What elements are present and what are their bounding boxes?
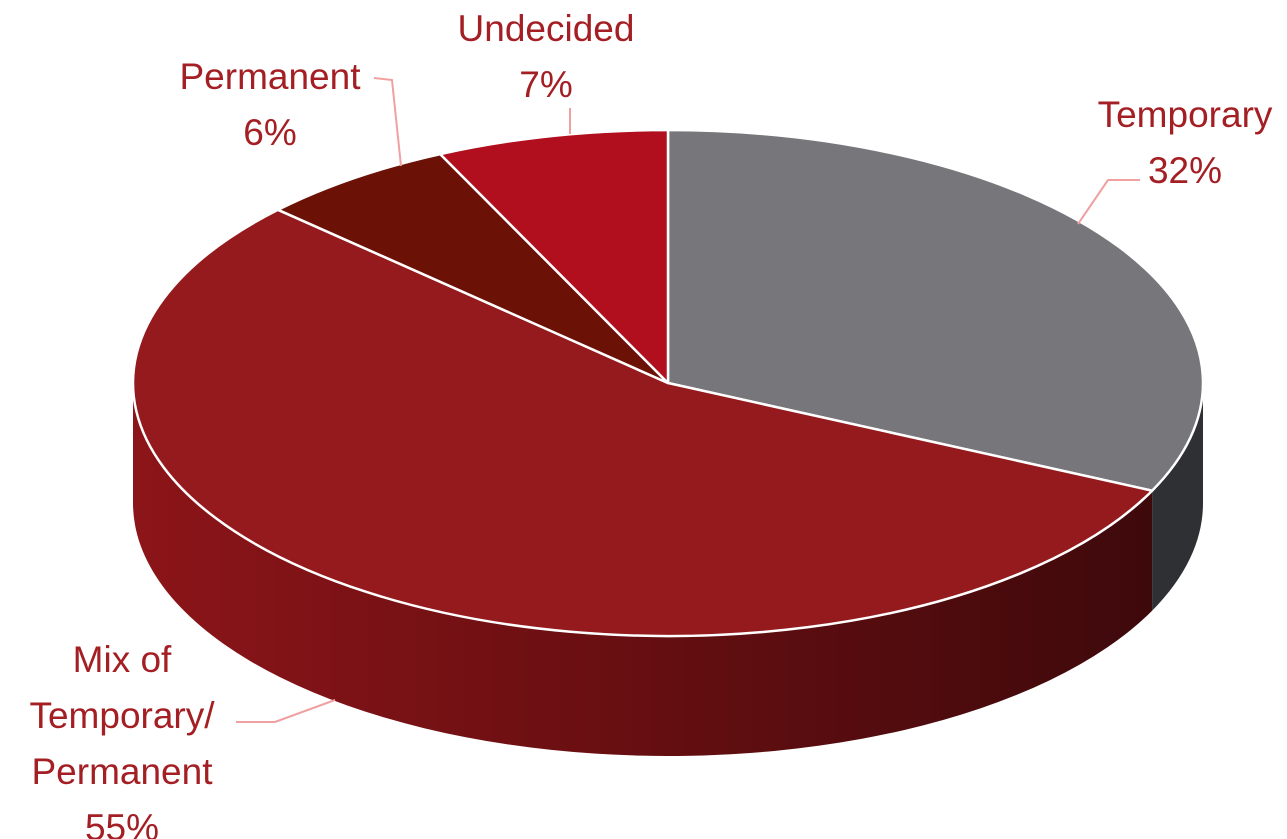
slice-temporary <box>666 128 1205 492</box>
slice-permanent <box>276 152 670 385</box>
pie-top-faces <box>131 128 1205 638</box>
data-label-temporary: Temporary 32% <box>1098 94 1273 191</box>
side-wall-mix-of-temporary-permanent <box>133 383 1153 756</box>
data-label-undecided: Undecided 7% <box>458 8 635 105</box>
slice-undecided <box>438 128 670 385</box>
slice-mix-of-temporary-permanent <box>131 208 1154 638</box>
data-label-permanent: Permanent 6% <box>180 56 362 153</box>
data-labels: Temporary 32% Mix of Temporary/Permanent 55%… <box>29 8 1272 839</box>
leader-lines <box>236 77 1140 723</box>
leader-line-permanent <box>373 77 402 167</box>
leader-line-temporary <box>1077 179 1140 225</box>
leader-line-mix-of-temporary-permanent <box>236 699 336 723</box>
data-label-mix-of-temporary-permanent: Mix of Temporary/Permanent 55% <box>29 639 215 839</box>
